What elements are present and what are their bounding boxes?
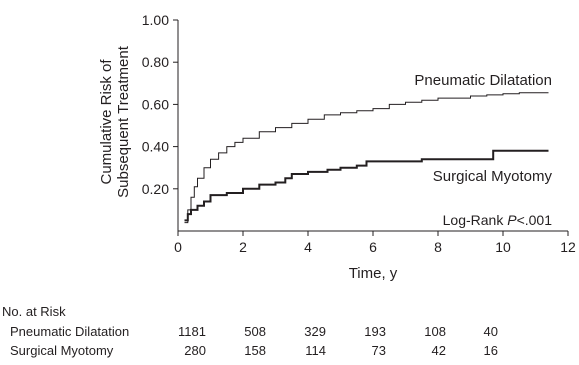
series-label-pneumatic-dilatation: Pneumatic Dilatation bbox=[414, 72, 552, 89]
x-tick-label: 8 bbox=[434, 239, 442, 255]
chart-lines bbox=[184, 92, 549, 224]
chart-ticks: 0 2 4 6 8 10 12 0.20 0.40 0.60 0.80 1.00 bbox=[142, 12, 576, 255]
y-tick-label: 0.40 bbox=[142, 139, 169, 155]
y-tick-label: 0.20 bbox=[142, 181, 169, 197]
y-axis-label: Subsequent Treatment bbox=[115, 45, 132, 198]
series-line-surgical-myotomy bbox=[184, 149, 549, 222]
x-tick-label: 2 bbox=[239, 239, 247, 255]
y-tick-label: 0.60 bbox=[142, 96, 169, 112]
log-rank-annotation: Log-Rank P<.001 bbox=[443, 212, 553, 228]
x-tick-label: 10 bbox=[495, 239, 511, 255]
log-rank-p: P bbox=[507, 212, 517, 228]
log-rank-suffix: <.001 bbox=[517, 212, 553, 228]
y-tick-label: 1.00 bbox=[142, 12, 169, 28]
chart-axes bbox=[177, 20, 568, 232]
x-tick-label: 12 bbox=[560, 239, 576, 255]
y-tick-label: 0.80 bbox=[142, 54, 169, 70]
x-tick-label: 0 bbox=[174, 239, 182, 255]
x-axis-label: Time, y bbox=[349, 265, 398, 282]
series-label-surgical-myotomy: Surgical Myotomy bbox=[433, 168, 553, 185]
y-axis-label: Cumulative Risk of bbox=[98, 59, 115, 185]
series-line-pneumatic-dilatation bbox=[184, 92, 549, 224]
x-tick-label: 6 bbox=[369, 239, 377, 255]
log-rank-prefix: Log-Rank bbox=[443, 212, 508, 228]
x-tick-label: 4 bbox=[304, 239, 312, 255]
